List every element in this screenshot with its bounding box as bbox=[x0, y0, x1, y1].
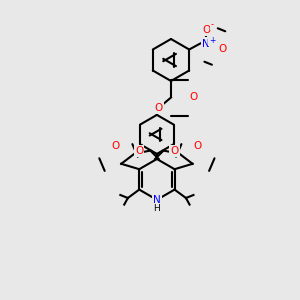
Text: O: O bbox=[189, 92, 198, 103]
Text: N: N bbox=[153, 195, 161, 205]
Text: O: O bbox=[170, 146, 179, 156]
Text: N: N bbox=[202, 38, 210, 49]
Text: O: O bbox=[194, 141, 202, 151]
Text: O: O bbox=[112, 141, 120, 151]
Text: H: H bbox=[154, 204, 160, 213]
Text: +: + bbox=[209, 36, 215, 45]
Text: O: O bbox=[135, 146, 143, 156]
Text: O: O bbox=[218, 44, 226, 55]
Text: -: - bbox=[211, 20, 214, 29]
Text: O: O bbox=[202, 25, 210, 35]
Text: O: O bbox=[154, 103, 163, 113]
